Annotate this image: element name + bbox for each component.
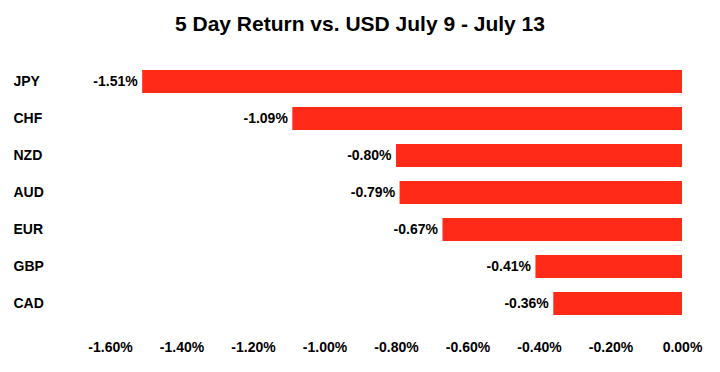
svg-text:-1.51%: -1.51% [93, 73, 138, 89]
svg-text:CAD: CAD [14, 295, 44, 311]
svg-text:-0.79%: -0.79% [351, 184, 396, 200]
svg-text:-0.80%: -0.80% [374, 339, 419, 355]
html-text:5 Day Return vs. USD July 9 -: 5 Day Return vs. USD July 9 - July 13 [175, 12, 545, 35]
svg-text:-0.60%: -0.60% [446, 339, 491, 355]
svg-text:-0.20%: -0.20% [589, 339, 634, 355]
svg-text:-0.41%: -0.41% [487, 258, 532, 274]
svg-text:-1.60%: -1.60% [88, 339, 133, 355]
svg-text:-0.36%: -0.36% [504, 295, 549, 311]
svg-text:-0.80%: -0.80% [347, 147, 392, 163]
svg-text:NZD: NZD [14, 147, 43, 163]
svg-text:JPY: JPY [14, 73, 41, 89]
svg-text:AUD: AUD [14, 184, 44, 200]
svg-text:-1.09%: -1.09% [243, 110, 288, 126]
svg-text:CHF: CHF [14, 110, 43, 126]
svg-text:EUR: EUR [14, 221, 44, 237]
svg-text:GBP: GBP [14, 258, 44, 274]
svg-text:0.00%: 0.00% [663, 339, 703, 355]
svg-text:-0.40%: -0.40% [517, 339, 562, 355]
svg-text:-1.40%: -1.40% [160, 339, 205, 355]
svg-text:-0.67%: -0.67% [394, 221, 439, 237]
svg-text:-1.00%: -1.00% [303, 339, 348, 355]
svg-text:-1.20%: -1.20% [231, 339, 276, 355]
